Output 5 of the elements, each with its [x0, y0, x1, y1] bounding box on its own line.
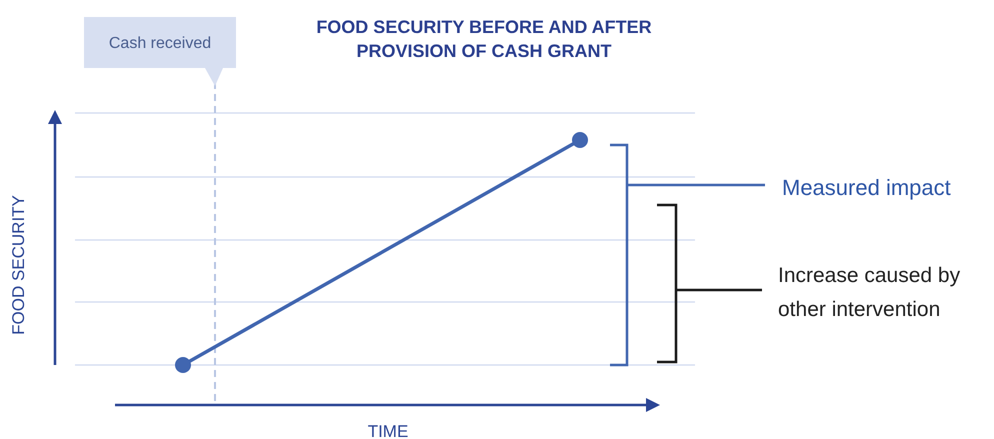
right-bracket: Increase caused by other intervention	[657, 204, 960, 364]
text: Cash received	[108, 35, 212, 52]
x-axis-title: TIME	[368, 422, 408, 439]
chart-title: FOOD SECURITY BEFORE AND AFTER PROVISION OF CASH GRANT	[316, 17, 652, 61]
y-axis-title: FOOD SECURITY	[9, 195, 28, 335]
